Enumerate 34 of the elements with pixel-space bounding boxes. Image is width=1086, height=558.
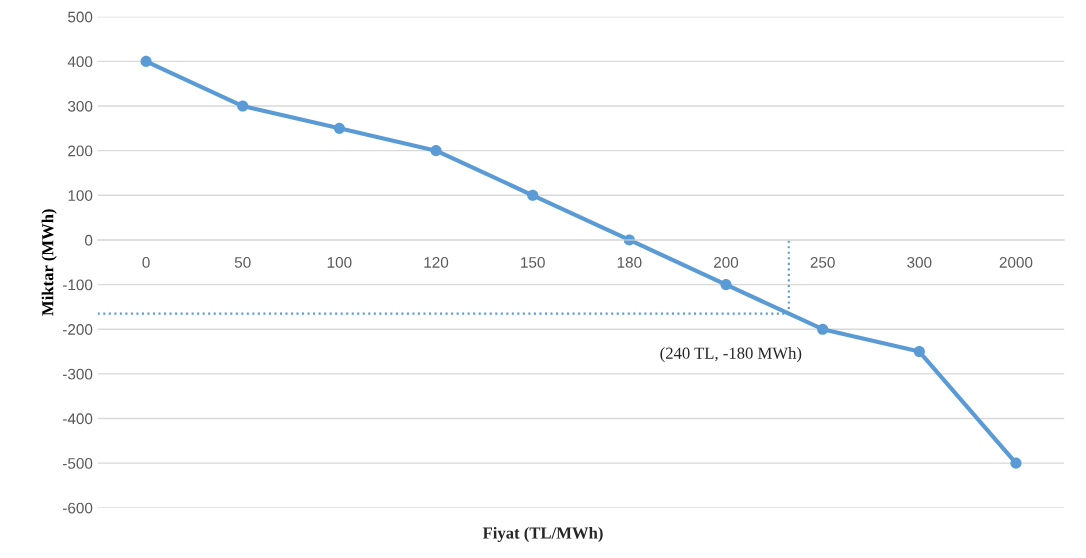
point xyxy=(913,345,925,358)
y-axis-title: Miktar (MWh) xyxy=(41,209,57,316)
point xyxy=(720,279,732,291)
y-tick-label: -200 xyxy=(62,324,93,335)
point xyxy=(527,189,539,201)
y-tick-label: -400 xyxy=(62,413,93,425)
point xyxy=(817,323,829,335)
y-tick-label: -500 xyxy=(62,458,93,469)
y-tick-label: 400 xyxy=(67,56,93,68)
x-tick-label: 180 xyxy=(617,257,642,268)
point xyxy=(430,145,442,157)
point xyxy=(237,100,249,112)
annotation: (240 TL, -180 MWh) xyxy=(660,347,802,363)
x-tick-label: 2000 xyxy=(999,257,1033,268)
point xyxy=(140,55,152,67)
x-axis-title: Fiyat (TL/MWh) xyxy=(482,526,603,543)
y-tick-label: -100 xyxy=(62,279,93,291)
y-tick-label: -300 xyxy=(62,368,93,380)
x-tick-label: 50 xyxy=(234,257,251,268)
x-tick-label: 200 xyxy=(714,257,739,268)
x-tick-label: 100 xyxy=(327,257,352,268)
x-tick-label: 250 xyxy=(810,257,835,268)
y-tick-label: -600 xyxy=(62,502,93,514)
y-tick-label: 300 xyxy=(67,100,93,112)
x-tick-label: 150 xyxy=(521,257,545,268)
y-tick-label: 100 xyxy=(68,190,93,201)
point xyxy=(333,122,345,134)
y-tick-label: 200 xyxy=(68,145,93,157)
x-tick-label: 120 xyxy=(424,257,449,268)
x-tick-label: 0 xyxy=(142,257,150,268)
y-tick-label: 0 xyxy=(84,234,93,246)
x-tick-label: 300 xyxy=(907,257,932,268)
y-tick-label: 500 xyxy=(68,11,93,23)
point xyxy=(1010,457,1022,469)
